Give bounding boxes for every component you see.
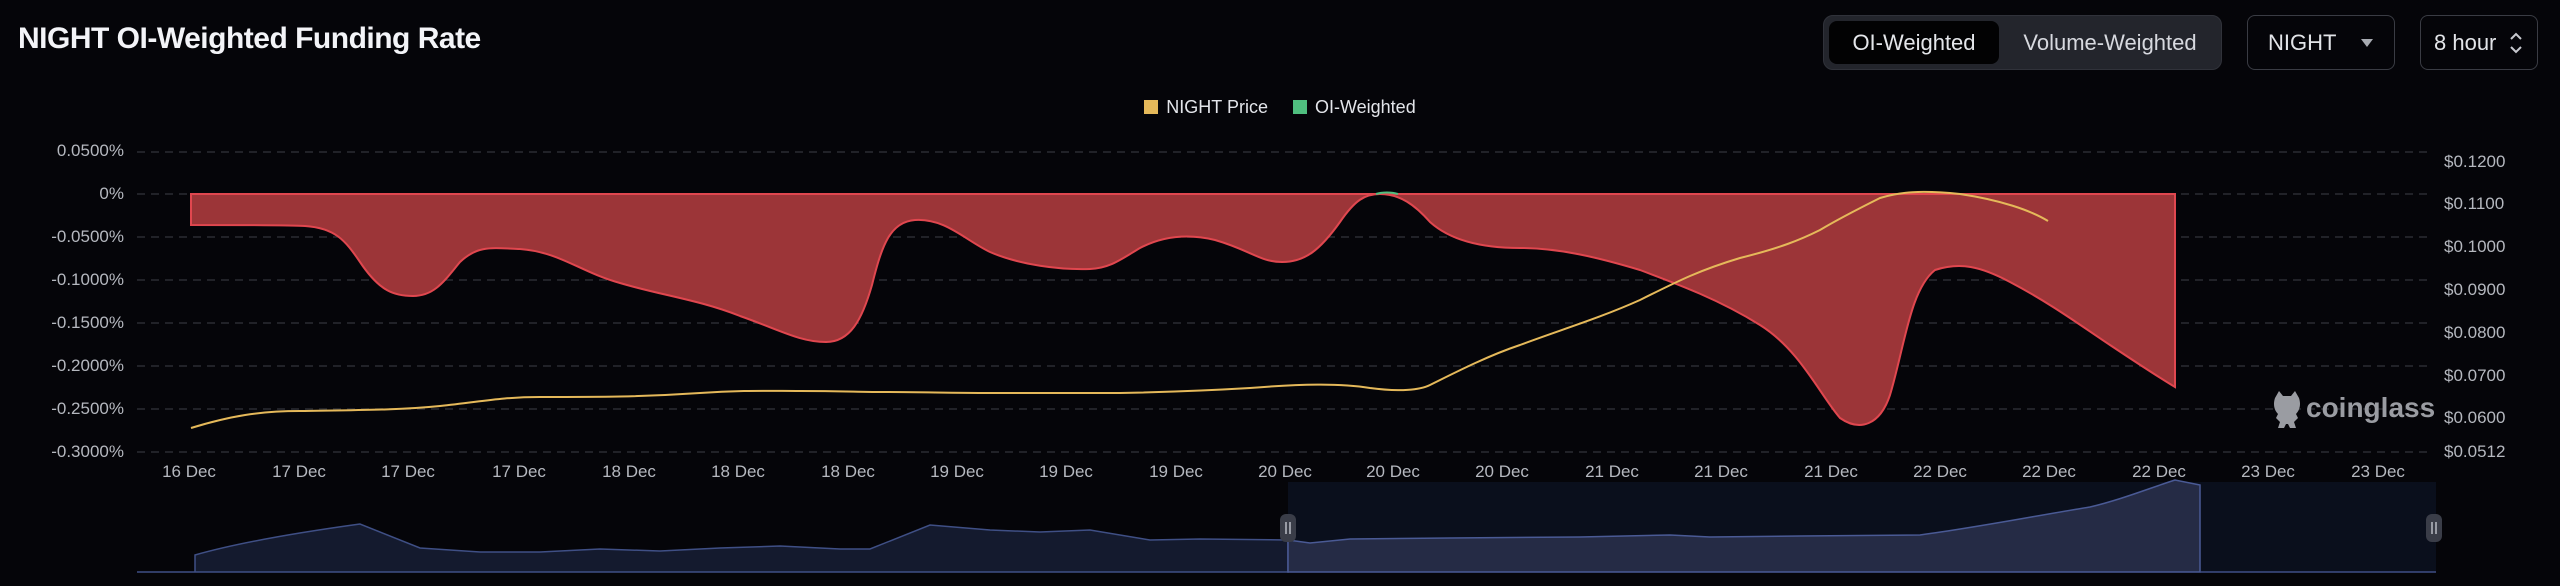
y-right-tick: $0.0900 (2444, 280, 2506, 299)
x-tick: 18 Dec (821, 462, 875, 481)
x-tick: 19 Dec (1039, 462, 1093, 481)
x-tick: 17 Dec (492, 462, 546, 481)
funding-rate-area (190, 192, 2176, 426)
y-right-tick: $0.0512 (2444, 442, 2506, 461)
tab-oi-weighted[interactable]: OI-Weighted (1829, 21, 1999, 64)
y-left-tick: 0.0500% (56, 141, 124, 160)
weighting-toggle: OI-Weighted Volume-Weighted (1823, 15, 2222, 70)
y-left-tick: -0.2500% (51, 399, 124, 418)
legend-item-price[interactable]: NIGHT Price (1144, 97, 1268, 118)
y-right-tick: $0.0800 (2444, 323, 2506, 342)
y-right-tick: $0.1000 (2444, 237, 2506, 256)
y-left-tick: -0.1000% (51, 270, 124, 289)
caret-down-icon (2361, 39, 2373, 47)
x-tick: 18 Dec (711, 462, 765, 481)
navigator-area-left (137, 523, 1289, 573)
x-tick: 16 Dec (162, 462, 216, 481)
x-tick: 22 Dec (2132, 462, 2186, 481)
x-tick: 19 Dec (1149, 462, 1203, 481)
legend-item-oi-weighted[interactable]: OI-Weighted (1292, 97, 1416, 118)
x-tick: 20 Dec (1366, 462, 1420, 481)
y-right-tick: $0.1200 (2444, 152, 2506, 171)
coinglass-watermark: coinglass (2306, 392, 2436, 423)
y-left-tick: 0% (99, 184, 124, 203)
chart-legend: NIGHT Price OI-Weighted (0, 97, 2560, 118)
y-right-tick: $0.1100 (2444, 194, 2505, 213)
navigator-right-handle[interactable] (2426, 514, 2442, 542)
x-tick: 18 Dec (602, 462, 656, 481)
y-left-tick: -0.2000% (51, 356, 124, 375)
price-line (190, 190, 2049, 429)
up-down-chevron-icon (2510, 32, 2522, 54)
interval-select-value: 8 hour (2434, 30, 2497, 55)
x-tick: 23 Dec (2241, 462, 2295, 481)
x-tick: 20 Dec (1475, 462, 1529, 481)
x-tick: 22 Dec (1913, 462, 1967, 481)
y-left-tick: -0.1500% (51, 313, 124, 332)
page-title: NIGHT OI-Weighted Funding Rate (18, 22, 481, 55)
y-right-tick: $0.0600 (2444, 408, 2506, 427)
legend-swatch-price (1144, 100, 1159, 114)
y-left-tick: -0.0500% (51, 227, 124, 246)
x-tick: 20 Dec (1258, 462, 1312, 481)
symbol-select-value: NIGHT (2268, 30, 2337, 55)
range-navigator (137, 479, 2442, 573)
y-right-tick: $0.0700 (2444, 366, 2506, 385)
coinglass-logo-icon (2274, 391, 2300, 428)
x-tick: 23 Dec (2351, 462, 2405, 481)
x-tick: 17 Dec (381, 462, 435, 481)
funding-rate-positive-segment (1375, 191, 1399, 195)
x-tick: 21 Dec (1585, 462, 1639, 481)
symbol-select[interactable]: NIGHT (2247, 15, 2395, 70)
tab-volume-weighted[interactable]: Volume-Weighted (2023, 30, 2197, 55)
y-left-tick: -0.3000% (51, 442, 124, 461)
x-tick: 22 Dec (2022, 462, 2076, 481)
interval-select[interactable]: 8 hour (2420, 15, 2538, 70)
legend-swatch-oi-weighted (1292, 100, 1307, 114)
x-tick: 17 Dec (272, 462, 326, 481)
navigator-area-selected (1287, 479, 2201, 573)
x-tick: 21 Dec (1804, 462, 1858, 481)
navigator-left-handle[interactable] (1280, 514, 1296, 542)
x-tick: 21 Dec (1694, 462, 1748, 481)
x-tick: 19 Dec (930, 462, 984, 481)
